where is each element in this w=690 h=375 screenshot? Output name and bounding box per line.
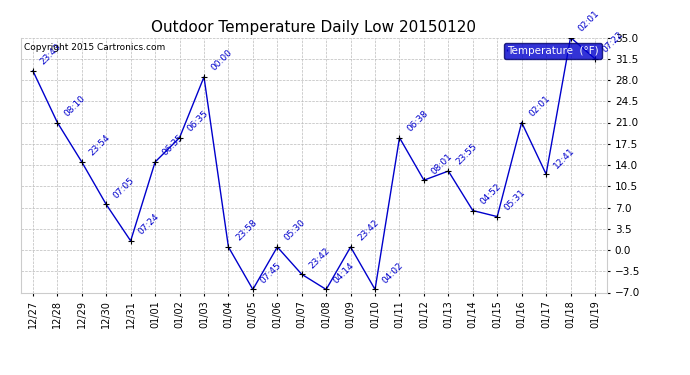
Text: Copyright 2015 Cartronics.com: Copyright 2015 Cartronics.com	[23, 43, 165, 52]
Text: 02:01: 02:01	[527, 94, 552, 118]
Text: 23:54: 23:54	[88, 134, 112, 158]
Text: 12:41: 12:41	[552, 146, 576, 170]
Text: 02:01: 02:01	[576, 9, 601, 33]
Text: 07:45: 07:45	[259, 261, 283, 285]
Text: 04:02: 04:02	[381, 261, 405, 285]
Title: Outdoor Temperature Daily Low 20150120: Outdoor Temperature Daily Low 20150120	[151, 20, 477, 35]
Text: 04:52: 04:52	[478, 182, 503, 206]
Text: 07:05: 07:05	[112, 176, 137, 200]
Text: 06:35: 06:35	[185, 109, 210, 134]
Legend: Temperature  (°F): Temperature (°F)	[504, 43, 602, 59]
Text: 23:55: 23:55	[454, 142, 478, 167]
Text: 05:30: 05:30	[283, 218, 308, 243]
Text: 07:22: 07:22	[600, 30, 625, 55]
Text: 08:10: 08:10	[63, 94, 88, 118]
Text: 23:58: 23:58	[234, 218, 259, 243]
Text: 00:00: 00:00	[210, 48, 234, 73]
Text: 06:35: 06:35	[161, 133, 186, 158]
Text: 07:24: 07:24	[136, 212, 161, 237]
Text: 05:31: 05:31	[503, 188, 527, 213]
Text: 23:43: 23:43	[39, 42, 63, 67]
Text: 04:14: 04:14	[332, 261, 356, 285]
Text: 23:42: 23:42	[356, 218, 381, 243]
Text: 06:38: 06:38	[405, 109, 430, 134]
Text: 23:42: 23:42	[307, 246, 332, 270]
Text: 08:01: 08:01	[429, 152, 454, 176]
